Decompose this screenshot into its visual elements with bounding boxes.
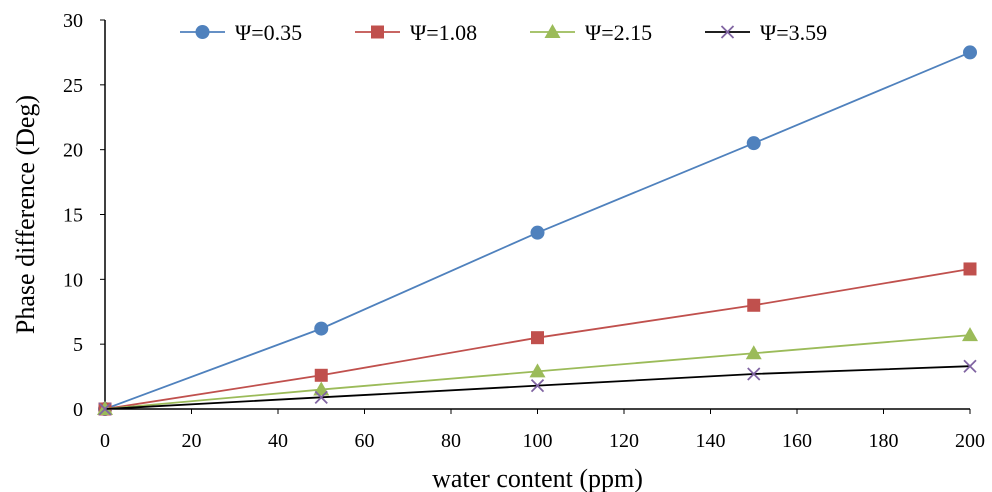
data-point-x bbox=[314, 390, 328, 404]
legend-label: Ψ=2.15 bbox=[585, 20, 652, 45]
data-point-square bbox=[747, 298, 761, 312]
data-point-x bbox=[720, 25, 735, 39]
data-point-square bbox=[371, 25, 384, 39]
data-point-x bbox=[530, 379, 545, 393]
data-point-circle bbox=[963, 45, 977, 60]
legend-label: Ψ=0.35 bbox=[235, 20, 302, 45]
legend-item-2: Ψ=1.08 bbox=[355, 20, 477, 45]
series-2 bbox=[98, 262, 977, 416]
data-point-triangle bbox=[313, 381, 330, 396]
data-point-triangle bbox=[745, 345, 762, 360]
legend-label: Ψ=3.59 bbox=[760, 20, 827, 45]
data-point-circle bbox=[314, 321, 329, 336]
data-point-x-stroke bbox=[98, 402, 112, 416]
data-point-circle bbox=[195, 25, 210, 39]
legend-item-1: Ψ=0.35 bbox=[180, 20, 302, 45]
data-point-triangle bbox=[529, 363, 546, 378]
x-tick-label: 100 bbox=[523, 430, 553, 452]
data-point-circle bbox=[530, 225, 545, 240]
series-layer bbox=[97, 45, 978, 416]
x-tick-label: 40 bbox=[268, 430, 288, 452]
axes: 0 5 10 15 20 25 30 0 20 40 60 80 100 120 140 160 180 200 bbox=[63, 10, 985, 452]
data-point-triangle bbox=[544, 24, 561, 38]
x-tick-label: 60 bbox=[355, 430, 375, 452]
data-point-square bbox=[314, 368, 328, 382]
x-axis-label: water content (ppm) bbox=[432, 464, 643, 492]
data-point-triangle bbox=[962, 327, 978, 342]
x-tick-label: 140 bbox=[696, 430, 726, 452]
data-point-square bbox=[963, 262, 977, 276]
legend-item-3: Ψ=2.15 bbox=[530, 20, 652, 45]
x-tick-label: 20 bbox=[182, 430, 202, 452]
y-tick-label: 5 bbox=[73, 334, 83, 356]
data-point-square bbox=[531, 331, 544, 345]
y-tick-label: 20 bbox=[63, 140, 83, 162]
legend-item-4: Ψ=3.59 bbox=[705, 20, 827, 45]
series-4 bbox=[98, 359, 977, 416]
data-point-x bbox=[747, 367, 761, 381]
data-point-x bbox=[963, 359, 977, 373]
series-1 bbox=[98, 45, 977, 416]
x-tick-label: 160 bbox=[782, 430, 812, 452]
data-point-circle bbox=[746, 136, 761, 151]
x-tick-label: 0 bbox=[100, 430, 110, 452]
y-tick-label: 10 bbox=[63, 269, 83, 291]
data-point-x bbox=[98, 402, 112, 416]
y-tick-label: 25 bbox=[63, 75, 83, 97]
data-point-x-stroke bbox=[530, 379, 545, 393]
y-tick-label: 15 bbox=[63, 205, 83, 227]
x-tick-label: 200 bbox=[955, 430, 985, 452]
series-3 bbox=[97, 327, 978, 415]
legend-label: Ψ=1.08 bbox=[410, 20, 477, 45]
x-tick-label: 180 bbox=[869, 430, 899, 452]
y-tick-label: 30 bbox=[63, 10, 83, 32]
data-point-x-stroke bbox=[747, 367, 761, 381]
x-tick-label: 120 bbox=[609, 430, 639, 452]
data-point-x-stroke bbox=[720, 25, 735, 39]
legend: Ψ=0.35 Ψ=1.08 Ψ=2.15 Ψ=3.59 bbox=[180, 20, 827, 45]
y-tick-label: 0 bbox=[73, 399, 83, 421]
x-tick-label: 80 bbox=[441, 430, 461, 452]
data-point-x-stroke bbox=[314, 390, 328, 404]
y-axis-label: Phase difference (Deg) bbox=[11, 95, 40, 334]
data-point-x-stroke bbox=[963, 359, 977, 373]
